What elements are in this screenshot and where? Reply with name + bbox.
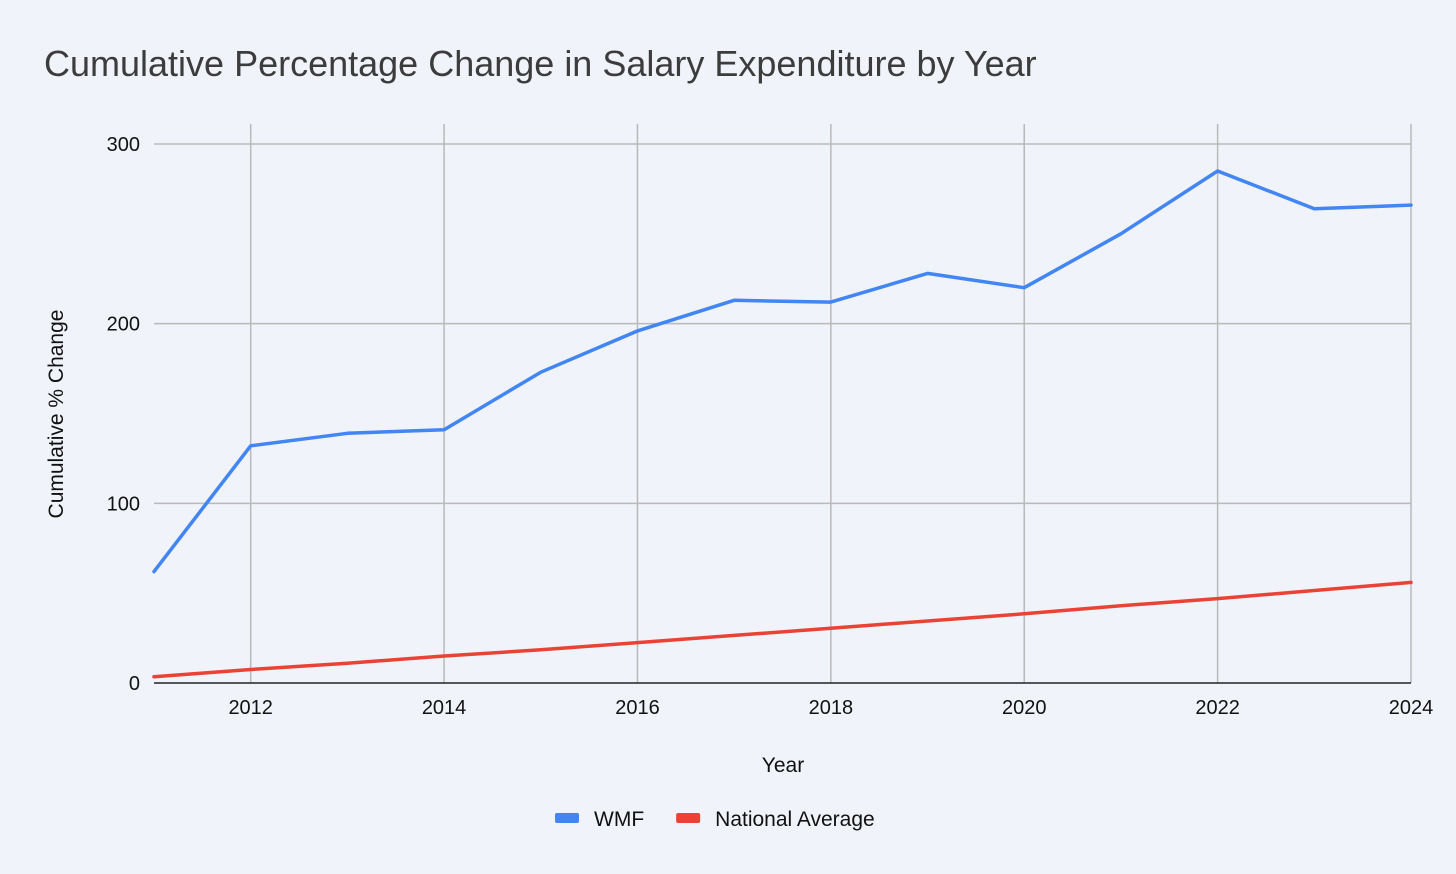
series-line-0 — [152, 169, 1413, 574]
x-tick-label: 2018 — [809, 697, 854, 719]
x-tick-label: 2024 — [1389, 697, 1434, 719]
y-axis-title: Cumulative % Change — [45, 310, 68, 519]
legend-label-0: WMF — [594, 808, 644, 831]
x-tick-label: 2014 — [422, 697, 467, 719]
chart-title: Cumulative Percentage Change in Salary E… — [44, 43, 1037, 84]
x-tick-label: 2016 — [615, 697, 660, 719]
series-line-1 — [152, 580, 1413, 679]
legend: WMF National Average — [555, 808, 875, 831]
legend-label-1: National Average — [715, 808, 875, 831]
grid-lines — [154, 124, 1412, 683]
y-tick-label: 200 — [107, 314, 140, 336]
y-tick-label: 100 — [107, 493, 140, 515]
axes: 0 100 200 300 2012 2014 2016 2018 2020 2022 2024 — [107, 134, 1434, 719]
x-tick-label: 2012 — [228, 697, 273, 719]
y-tick-label: 300 — [107, 134, 140, 156]
legend-swatch-1 — [676, 813, 701, 823]
y-tick-label: 0 — [129, 673, 140, 695]
x-axis-title: Year — [762, 754, 804, 777]
x-tick-label: 2020 — [1002, 697, 1047, 719]
x-tick-label: 2022 — [1195, 697, 1240, 719]
series-lines — [152, 169, 1413, 679]
legend-swatch-0 — [555, 813, 579, 823]
